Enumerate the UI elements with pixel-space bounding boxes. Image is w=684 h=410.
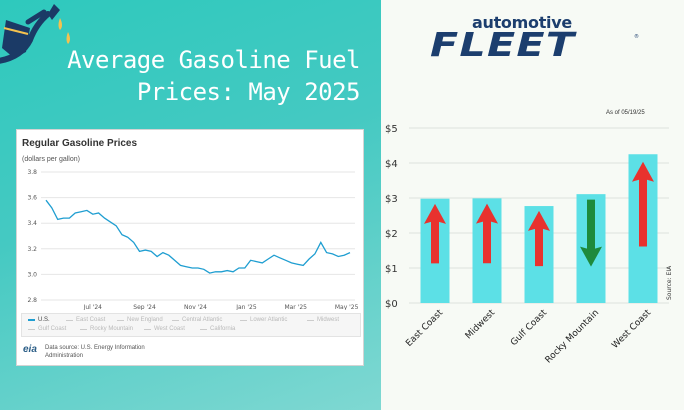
legend-item[interactable]: East Coast: [66, 317, 105, 323]
legend-swatch: [28, 328, 35, 330]
legend-label: Midwest: [317, 317, 340, 323]
y-tick-label: $5: [385, 124, 398, 135]
drop-icon: [66, 32, 70, 44]
legend-swatch: [66, 319, 73, 321]
eia-source-line2: Administration: [45, 353, 84, 359]
y-tick-label: $4: [385, 159, 398, 170]
eia-chart-card: Regular Gasoline Prices (dollars per gal…: [16, 129, 364, 366]
x-tick-label: Jul '24: [83, 304, 103, 310]
eia-chart-title: Regular Gasoline Prices: [22, 138, 138, 149]
eia-source-line1: Data source: U.S. Energy Information: [45, 345, 145, 351]
legend-label: West Coast: [154, 326, 185, 332]
regional-bar-chart: $0 $1 $2 $3 $4 $5 East Coast Midwest Gulf CoastR…: [385, 124, 673, 366]
legend-item[interactable]: West Coast: [144, 326, 185, 332]
arrow-up-icon: [424, 203, 446, 264]
x-category-label: Midwest: [464, 308, 498, 342]
x-category-label: West Coast: [610, 308, 653, 351]
brand-fleet: FLEET: [430, 25, 576, 64]
eia-legend: U.S. East Coast New England Central Atlanti…: [21, 313, 361, 337]
fuel-pump-icon: [0, 4, 70, 64]
y-tick-label: 3.6: [27, 195, 37, 202]
x-category-label: Gulf Coast: [509, 308, 549, 348]
legend-item[interactable]: Lower Atlantic: [240, 317, 287, 323]
legend-label: New England: [127, 317, 163, 323]
brand-automotive: automotive: [472, 13, 572, 32]
headline-line2: Prices: May 2025: [136, 78, 361, 106]
arrow-up-icon: [476, 203, 498, 264]
y-tick-label: $1: [385, 264, 398, 275]
legend-item[interactable]: California: [200, 326, 235, 332]
y-tick-label: $2: [385, 229, 398, 240]
legend-swatch: [200, 328, 207, 330]
source-label: Source: EIA: [666, 265, 673, 300]
left-panel: Average Gasoline Fuel Prices: May 2025 R…: [0, 0, 381, 410]
y-tick-label: 3.8: [27, 169, 37, 176]
legend-item[interactable]: Midwest: [307, 317, 339, 323]
legend-swatch: [240, 319, 247, 321]
series-line-us: [45, 199, 351, 274]
legend-swatch: [117, 319, 124, 321]
legend-label: Gulf Coast: [38, 326, 67, 332]
legend-item[interactable]: New England: [117, 317, 163, 323]
legend-label: U.S.: [38, 317, 50, 323]
arrow-down-icon: [580, 199, 602, 267]
right-panel: automotive FLEET ® As of 05/19/25 $0 $1 $2…: [381, 0, 684, 410]
x-tick-label: Mar '25: [284, 304, 307, 310]
drop-icon: [58, 18, 62, 30]
legend-item[interactable]: Gulf Coast: [28, 326, 66, 332]
x-category-label: East Coast: [404, 308, 445, 349]
x-tick-label: Jan '25: [235, 304, 257, 310]
brand-registered-mark: ®: [634, 34, 639, 40]
legend-swatch: [144, 328, 151, 330]
headline: Average Gasoline Fuel Prices: May 2025: [40, 44, 360, 108]
y-tick-label: 2.8: [27, 297, 37, 304]
eia-chart-subtitle: (dollars per gallon): [22, 156, 80, 163]
x-tick-label: Nov '24: [184, 304, 207, 310]
legend-item[interactable]: Rocky Mountain: [80, 326, 133, 332]
legend-item[interactable]: Central Atlantic: [172, 317, 222, 323]
arrow-up-icon: [528, 210, 550, 267]
y-tick-label: 3.2: [27, 246, 37, 253]
eia-line-chart: 2.8 3.0 3.2 3.4 3.6 3.8 Jul '24 Sep '24 Nov '24 J…: [27, 169, 359, 310]
legend-label: Rocky Mountain: [90, 326, 134, 332]
legend-swatch: [172, 319, 179, 321]
as-of-date: As of 05/19/25: [606, 110, 645, 116]
legend-swatch: [28, 319, 35, 321]
y-tick-label: $3: [385, 194, 398, 205]
legend-label: California: [210, 326, 236, 332]
x-category-label: Rocky Mountain: [544, 308, 601, 365]
headline-line1: Average Gasoline Fuel: [67, 46, 360, 74]
legend-swatch: [307, 319, 314, 321]
legend-swatch: [80, 328, 87, 330]
arrow-up-icon: [632, 161, 654, 247]
y-tick-label: $0: [385, 299, 398, 310]
y-tick-label: 3.4: [27, 220, 37, 227]
x-tick-label: Sep '24: [133, 304, 156, 310]
legend-label: East Coast: [76, 317, 106, 323]
legend-item[interactable]: U.S.: [28, 317, 50, 323]
eia-logo: eia: [23, 344, 37, 355]
legend-label: Lower Atlantic: [250, 317, 288, 323]
y-tick-label: 3.0: [27, 271, 37, 278]
x-tick-label: May '25: [335, 304, 359, 310]
legend-label: Central Atlantic: [182, 317, 223, 323]
